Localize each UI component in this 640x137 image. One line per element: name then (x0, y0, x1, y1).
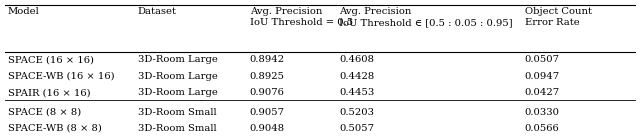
Text: 0.4453: 0.4453 (339, 88, 374, 97)
Text: 0.8925: 0.8925 (250, 72, 285, 81)
Text: 0.0947: 0.0947 (525, 72, 560, 81)
Text: 0.9076: 0.9076 (250, 88, 284, 97)
Text: SPACE-WB (8 × 8): SPACE-WB (8 × 8) (8, 124, 102, 133)
Text: Dataset: Dataset (138, 7, 177, 16)
Text: SPACE-WB (16 × 16): SPACE-WB (16 × 16) (8, 72, 115, 81)
Text: 0.4608: 0.4608 (339, 55, 374, 65)
Text: 0.9048: 0.9048 (250, 124, 285, 133)
Text: 0.0566: 0.0566 (525, 124, 559, 133)
Text: 0.5057: 0.5057 (339, 124, 374, 133)
Text: 0.9057: 0.9057 (250, 108, 285, 117)
Text: 0.4428: 0.4428 (339, 72, 374, 81)
Text: 0.0330: 0.0330 (525, 108, 560, 117)
Text: Object Count
Error Rate: Object Count Error Rate (525, 7, 592, 27)
Text: 3D-Room Large: 3D-Room Large (138, 55, 218, 65)
Text: SPACE (16 × 16): SPACE (16 × 16) (8, 55, 93, 65)
Text: 3D-Room Large: 3D-Room Large (138, 88, 218, 97)
Text: Avg. Precision
IoU Threshold = 0.5: Avg. Precision IoU Threshold = 0.5 (250, 7, 353, 27)
Text: 3D-Room Small: 3D-Room Small (138, 124, 216, 133)
Text: 0.8942: 0.8942 (250, 55, 285, 65)
Text: Model: Model (8, 7, 40, 16)
Text: 0.0507: 0.0507 (525, 55, 560, 65)
Text: 3D-Room Small: 3D-Room Small (138, 108, 216, 117)
Text: 0.5203: 0.5203 (339, 108, 374, 117)
Text: 3D-Room Large: 3D-Room Large (138, 72, 218, 81)
Text: SPACE (8 × 8): SPACE (8 × 8) (8, 108, 81, 117)
Text: 0.0427: 0.0427 (525, 88, 560, 97)
Text: SPAIR (16 × 16): SPAIR (16 × 16) (8, 88, 90, 97)
Text: Avg. Precision
IoU Threshold ∈ [0.5 : 0.05 : 0.95]: Avg. Precision IoU Threshold ∈ [0.5 : 0.… (339, 7, 513, 27)
